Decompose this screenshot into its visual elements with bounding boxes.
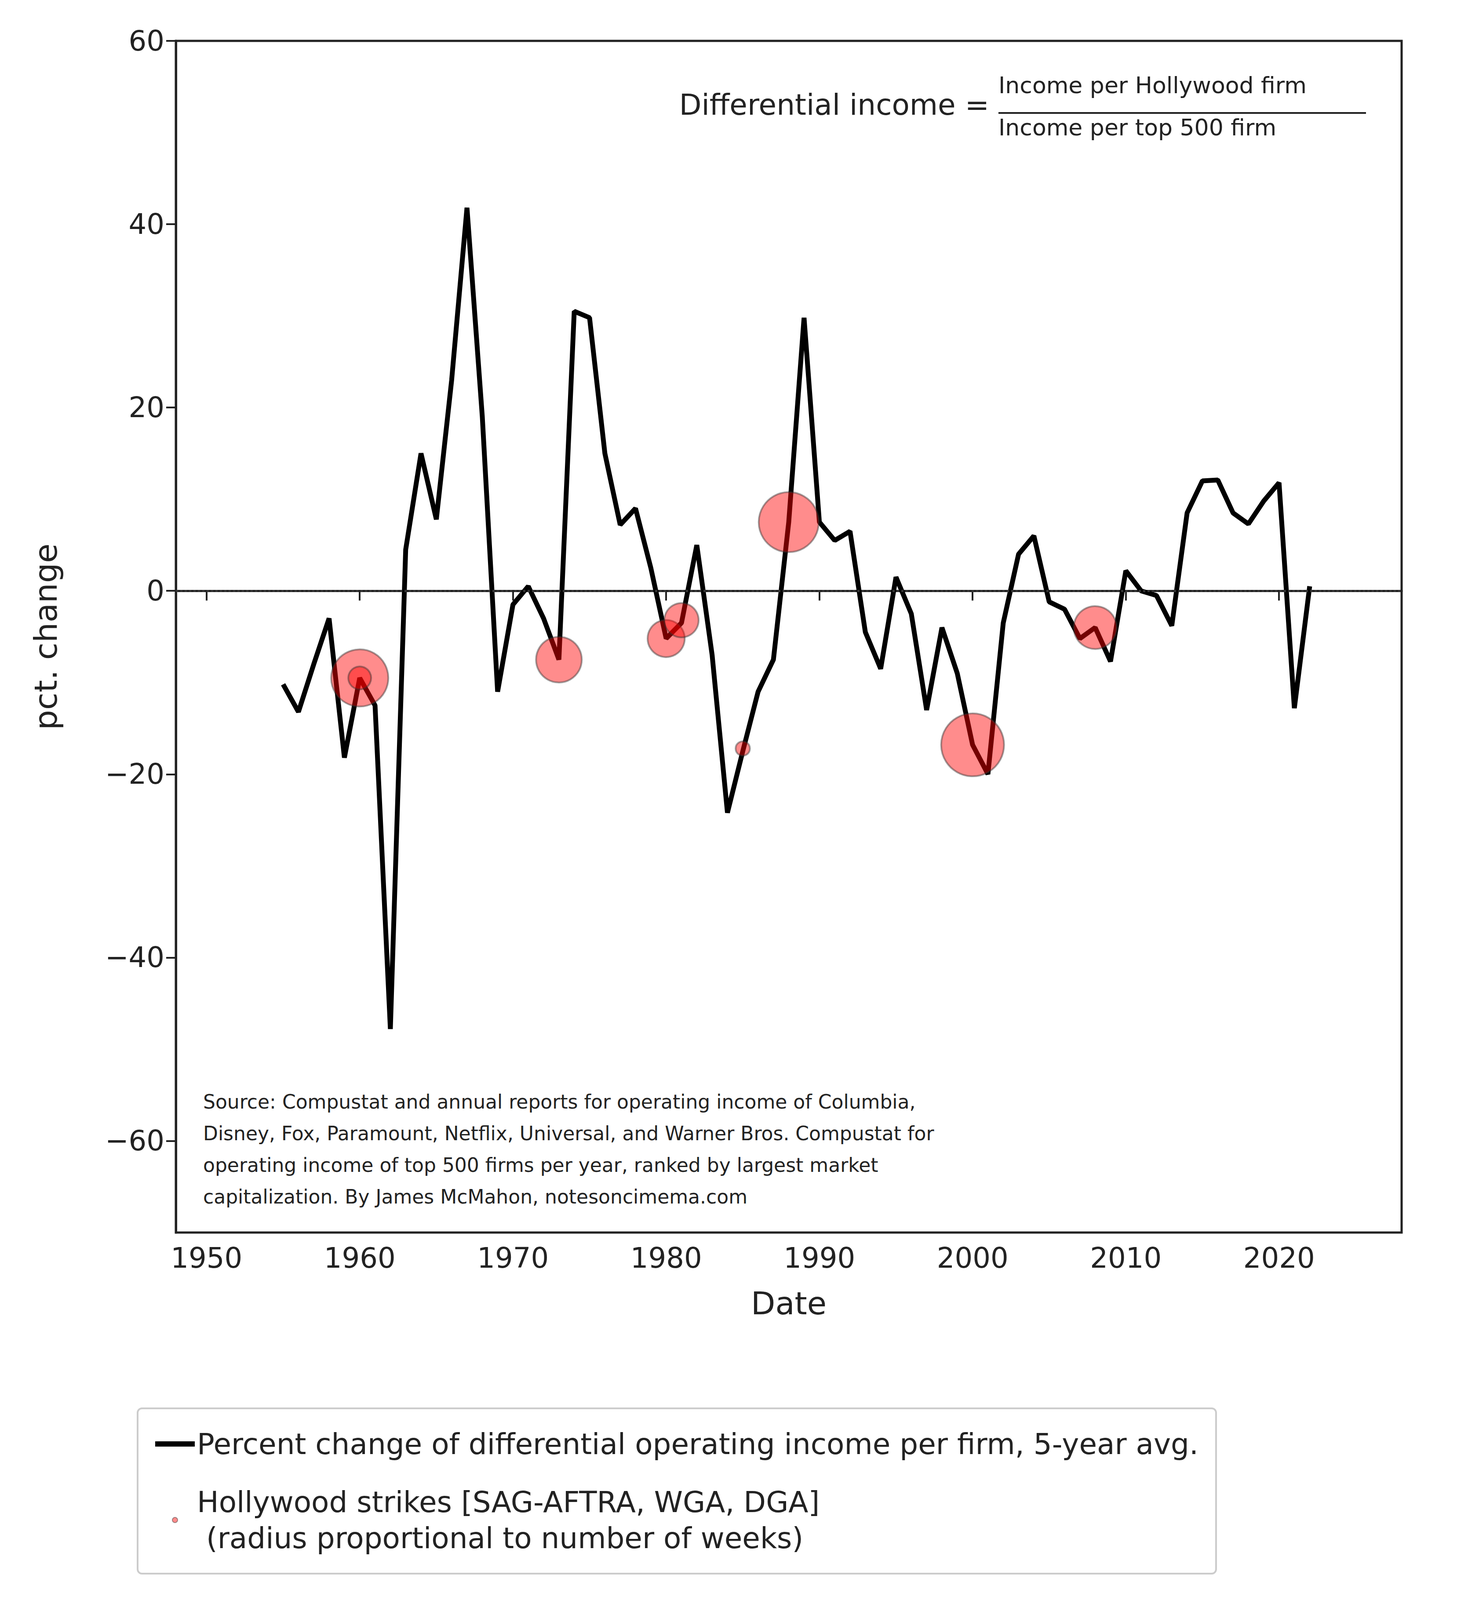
svg-text:1970: 1970 [477, 1242, 549, 1275]
svg-text:−60: −60 [105, 1124, 165, 1158]
svg-text:1950: 1950 [170, 1242, 243, 1275]
svg-text:60: 60 [128, 24, 165, 58]
svg-text:1960: 1960 [324, 1242, 396, 1275]
svg-text:2010: 2010 [1089, 1242, 1162, 1275]
svg-text:Hollywood strikes [SAG-AFTRA,: Hollywood strikes [SAG-AFTRA, WGA, DGA] [196, 1485, 820, 1520]
svg-text:operating income of top 500 fi: operating income of top 500 firms per ye… [203, 1154, 878, 1177]
svg-text:1980: 1980 [630, 1242, 703, 1275]
svg-text:2000: 2000 [936, 1242, 1009, 1275]
svg-text:Date: Date [750, 1285, 827, 1323]
svg-text:capitalization. By James McMah: capitalization. By James McMahon, noteso… [203, 1185, 748, 1209]
svg-text:Disney, Fox, Paramount, Netfli: Disney, Fox, Paramount, Netflix, Univers… [203, 1122, 935, 1145]
svg-text:pct. change: pct. change [27, 543, 65, 730]
svg-text:Percent change of differential: Percent change of differential operating… [196, 1427, 1199, 1462]
svg-text:−40: −40 [105, 941, 165, 974]
svg-text:Source: Compustat and annual r: Source: Compustat and annual reports for… [203, 1090, 916, 1114]
svg-text:40: 40 [128, 207, 165, 241]
svg-text:Income per Hollywood firm: Income per Hollywood firm [998, 72, 1307, 99]
svg-text:0: 0 [146, 574, 165, 608]
svg-text:1990: 1990 [783, 1242, 856, 1275]
svg-text:Income per top 500 firm: Income per top 500 firm [998, 114, 1277, 141]
svg-text:(radius proportional to number: (radius proportional to number of weeks) [196, 1521, 804, 1556]
svg-text:20: 20 [128, 391, 165, 424]
svg-text:−20: −20 [105, 757, 165, 791]
svg-text:Differential income =: Differential income = [679, 87, 990, 122]
svg-text:2020: 2020 [1243, 1242, 1316, 1275]
